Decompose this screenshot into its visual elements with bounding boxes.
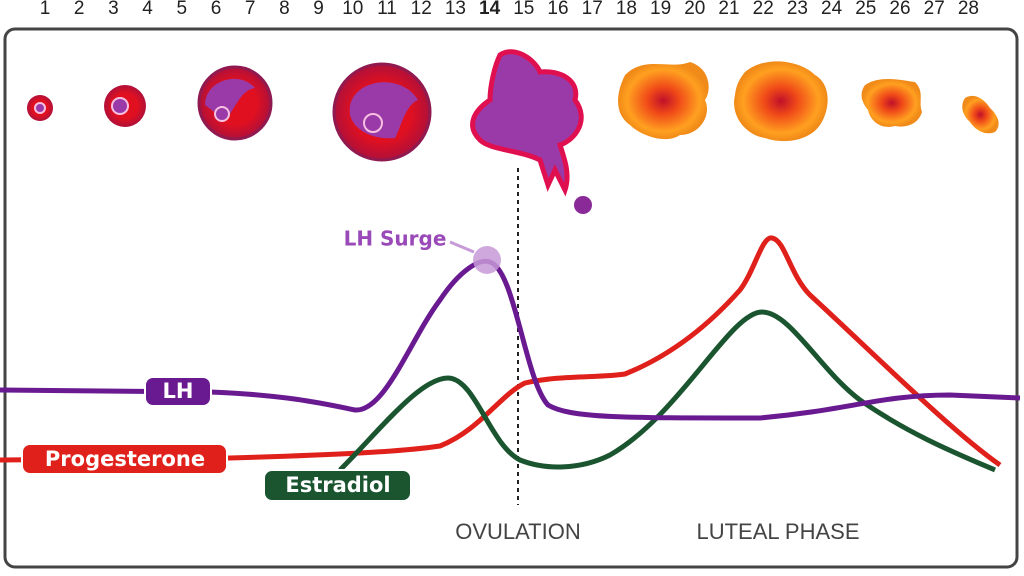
day-number: 13 [445,0,466,19]
day-number: 2 [74,0,85,19]
day-number: 28 [958,0,979,19]
corpus-luteum [861,78,922,127]
follicle [111,97,129,115]
follicle [34,102,46,114]
day-number: 22 [753,0,774,19]
day-number: 19 [650,0,671,19]
progesterone-label: Progesterone [45,447,205,471]
day-number: 8 [279,0,290,19]
follicle [214,106,230,122]
day-number: 10 [342,0,363,19]
estradiol-pill [263,469,412,502]
day-number: 1 [40,0,51,19]
day-number: 4 [142,0,153,19]
day-number: 14 [479,0,501,19]
day-number: 21 [718,0,739,19]
follicle [363,113,383,133]
ruptured-follicle [470,49,584,197]
luteal-phase-label: LUTEAL PHASE [696,519,859,544]
lh-curve [0,258,1021,421]
day-number: 12 [411,0,432,19]
day-number: 9 [313,0,324,19]
lh-label: LH [163,379,194,403]
day-number: 23 [787,0,808,19]
progesterone-curve [0,235,1002,468]
day-number: 20 [684,0,705,19]
progesterone-pill [21,443,228,475]
estradiol-curve [338,309,996,473]
day-number: 27 [924,0,945,19]
estradiol-label: Estradiol [285,473,390,497]
ovum [574,196,592,214]
lh-surge-marker [473,246,501,274]
day-number: 17 [582,0,603,19]
day-number: 3 [108,0,119,19]
frame [3,27,1019,569]
day-number: 6 [211,0,222,19]
lh-surge-label: LH Surge [344,227,447,251]
day-number: 26 [889,0,910,19]
day-number: 11 [377,0,397,19]
day-number: 7 [245,0,256,19]
day-number: 15 [513,0,534,19]
day-number: 25 [855,0,876,19]
corpus-albicans [962,95,999,134]
lh-pill [144,376,212,407]
day-number: 18 [616,0,637,19]
day-number: 24 [821,0,843,19]
day-number: 16 [547,0,568,19]
corpus-luteum [618,62,709,140]
follicles [27,49,999,214]
ovulation-label: OVULATION [455,519,581,544]
day-number: 5 [177,0,188,19]
lh-surge-pointer [449,240,475,254]
day-numbers: 1 2 3 4 5 6 7 8 9 10 11 12 13 14 15 16 17 18 19 20 21 22 23 24 2… [40,0,979,19]
corpus-luteum [734,61,828,142]
